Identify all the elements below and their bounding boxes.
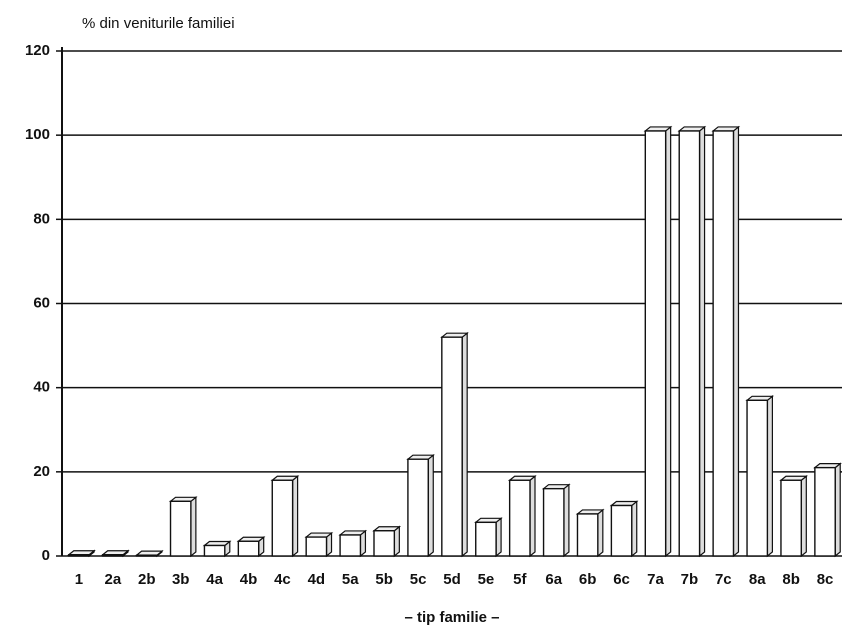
y-tick-label: 100: [25, 126, 50, 143]
bar: [644, 130, 667, 557]
bar: [237, 540, 260, 557]
bar-side: [698, 125, 706, 558]
x-tick-label: 6c: [613, 571, 630, 588]
bar: [814, 466, 836, 557]
x-tick-label: 6a: [545, 571, 562, 588]
x-tick-label: 5c: [410, 571, 427, 588]
x-tick-label: 4d: [308, 571, 326, 588]
x-tick-label: 1: [75, 571, 83, 588]
bar: [203, 544, 226, 557]
x-tick-label: 8c: [817, 571, 834, 588]
bar: [305, 536, 328, 557]
bar-side: [529, 475, 536, 558]
x-axis-label: – tip familie –: [404, 609, 499, 626]
x-tick-label: 5e: [478, 571, 495, 588]
x-tick-label: 2b: [138, 571, 156, 588]
bar: [169, 500, 192, 557]
x-tick-label: 7b: [681, 571, 699, 588]
x-tick-label: 2a: [105, 571, 122, 588]
bar: [101, 554, 124, 557]
bar: [712, 130, 735, 557]
y-tick-label: 120: [25, 42, 50, 59]
bar-side: [800, 475, 807, 558]
x-tick-label: 3b: [172, 571, 190, 588]
x-tick-label: 8b: [782, 571, 800, 588]
bar-side: [665, 125, 672, 558]
bar-side: [190, 496, 197, 558]
bar: [373, 530, 396, 557]
bar: [68, 554, 90, 557]
y-tick-label: 60: [33, 294, 50, 311]
bar-side: [732, 125, 740, 558]
bar: [542, 487, 565, 557]
y-tick-label: 40: [33, 379, 50, 396]
bar: [135, 554, 158, 557]
bar: [339, 534, 362, 557]
bar: [678, 130, 701, 557]
x-tick-label: 5b: [375, 571, 393, 588]
x-tick-label: 7c: [715, 571, 732, 588]
x-tick-label: 5a: [342, 571, 359, 588]
x-tick-label: 8a: [749, 571, 766, 588]
x-tick-label: 7a: [647, 571, 664, 588]
chart-title: % din veniturile familiei: [82, 15, 235, 32]
bar: [746, 399, 769, 557]
y-tick-label: 80: [33, 210, 50, 227]
bar: [407, 458, 429, 557]
x-tick-label: 5d: [443, 571, 461, 588]
bar-side: [393, 525, 400, 558]
x-tick-label: 5f: [513, 571, 527, 588]
x-tick-label: 4a: [206, 571, 223, 588]
x-tick-label: 4b: [240, 571, 258, 588]
bar-side: [631, 500, 638, 558]
bar-side: [834, 462, 841, 558]
bar: [271, 479, 294, 557]
bar-side: [563, 483, 570, 558]
y-tick-label: 0: [42, 547, 50, 564]
x-tick-label: 4c: [274, 571, 291, 588]
bar-side: [461, 331, 468, 558]
bar: [508, 479, 531, 557]
bar: [576, 513, 599, 557]
bar-side: [292, 475, 299, 558]
bar: [610, 504, 633, 557]
bar: [441, 336, 463, 557]
bar-side: [766, 395, 773, 558]
bar-side: [495, 517, 502, 558]
x-tick-label: 6b: [579, 571, 597, 588]
y-tick-label: 20: [33, 463, 50, 480]
bar: [475, 521, 497, 557]
bar-side: [427, 453, 434, 558]
bar-side: [597, 508, 604, 558]
bar: [780, 479, 803, 557]
